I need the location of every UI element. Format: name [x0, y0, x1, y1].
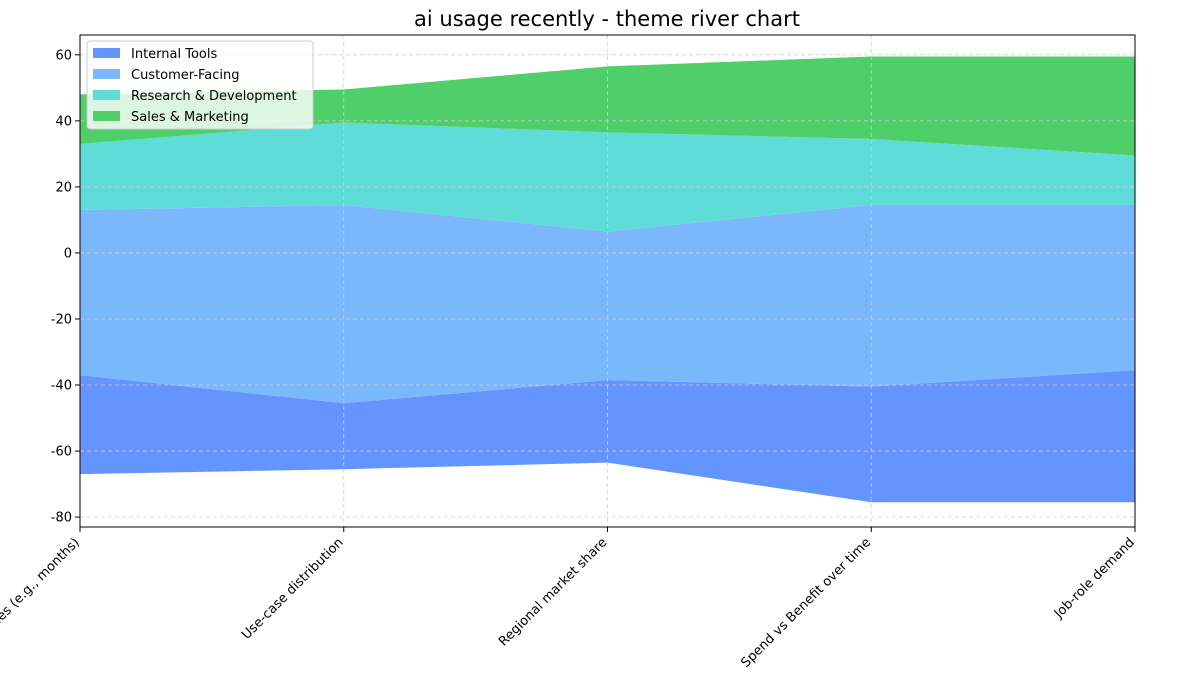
y-tick-label: -40: [51, 379, 72, 394]
x-tick-label: Use-case distribution: [239, 535, 347, 643]
y-tick-label: 60: [55, 48, 72, 63]
y-tick-label: -60: [51, 445, 72, 460]
legend-box: [86, 40, 314, 130]
legend-swatch: [93, 111, 120, 121]
legend-swatch: [93, 69, 120, 79]
legend-label: Internal Tools: [131, 47, 217, 62]
chart-title: ai usage recently - theme river chart: [414, 7, 800, 31]
y-tick-label: 40: [55, 114, 72, 129]
legend-swatch: [93, 90, 120, 100]
x-tick-label: Time series (e.g., months): [0, 535, 83, 667]
x-tick-label: Job-role demand: [1051, 535, 1138, 622]
legend-label: Customer-Facing: [131, 68, 240, 83]
x-tick-label: Regional market share: [496, 535, 610, 649]
y-tick-label: 0: [64, 246, 72, 261]
legend-label: Research & Development: [131, 89, 297, 104]
y-tick-label: 20: [55, 180, 72, 195]
y-tick-label: -20: [51, 312, 72, 327]
x-tick-label: Spend vs Benefit over time: [738, 535, 874, 671]
y-tick-label: -80: [51, 511, 72, 526]
legend: Internal Tools Customer-Facing Research & …: [86, 40, 314, 130]
legend-label: Sales & Marketing: [131, 110, 249, 125]
legend-swatch: [93, 48, 120, 58]
